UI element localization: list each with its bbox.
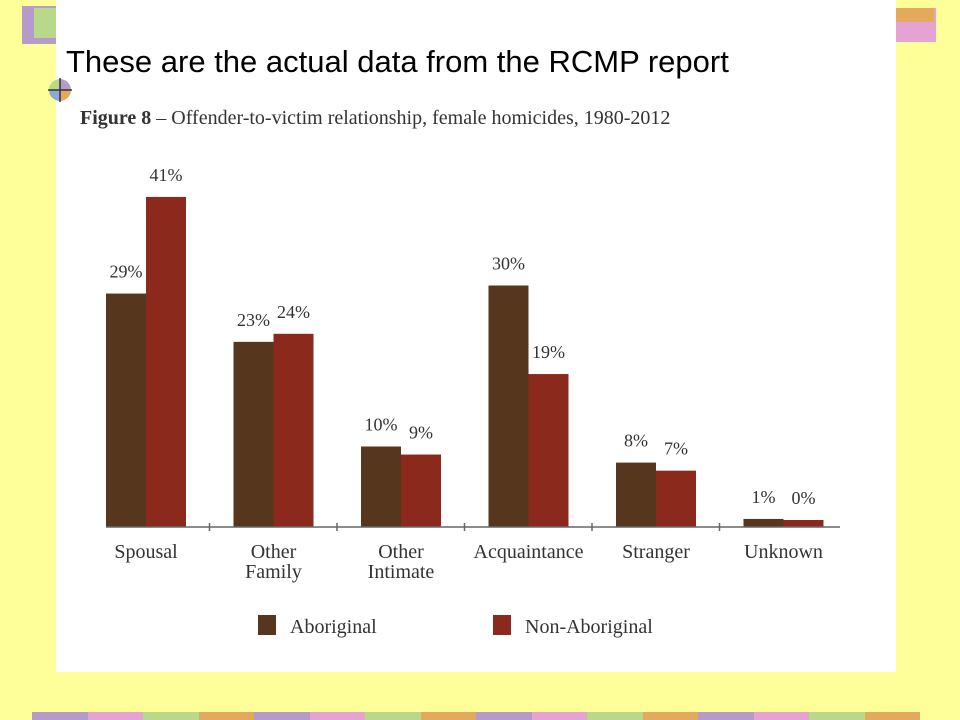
bar-non-aboriginal-1 [273, 333, 314, 527]
value-label-non-aboriginal-0: 41% [150, 165, 183, 185]
slide-title: These are the actual data from the RCMP … [66, 44, 729, 79]
chart-panel [56, 0, 896, 672]
value-label-aboriginal-3: 30% [492, 254, 525, 274]
bars-group [106, 196, 824, 527]
value-label-aboriginal-4: 8% [624, 431, 648, 451]
bar-aboriginal-2 [361, 446, 401, 527]
value-label-aboriginal-1: 23% [237, 310, 270, 330]
deco-bottom-strip [32, 712, 920, 720]
value-label-non-aboriginal-1: 24% [277, 302, 310, 322]
category-label-5: Unknown [744, 541, 823, 563]
category-label-1: Other Family [245, 541, 302, 583]
chart-title: Figure 8 – Offender-to-victim relationsh… [80, 107, 670, 129]
value-label-non-aboriginal-2: 9% [409, 423, 433, 443]
bar-non-aboriginal-4 [656, 470, 696, 527]
bar-aboriginal-0 [106, 293, 146, 527]
bar-aboriginal-4 [616, 462, 656, 527]
value-label-aboriginal-0: 29% [110, 262, 143, 282]
value-label-non-aboriginal-3: 19% [532, 342, 565, 362]
value-label-aboriginal-5: 1% [752, 487, 776, 507]
value-labels-group: 29% 41% 23% 24% 10% 9% 30% 19% 8% 7% 1% 0% [110, 165, 816, 508]
bar-aboriginal-5 [743, 518, 784, 527]
bar-aboriginal-3 [488, 285, 529, 527]
bar-non-aboriginal-5 [783, 520, 824, 527]
category-label-0: Spousal [114, 541, 178, 563]
x-axis-ticks [208, 523, 721, 531]
value-label-aboriginal-2: 10% [365, 415, 398, 435]
bar-non-aboriginal-3 [528, 374, 569, 527]
deco-bar-top-left-inner [34, 8, 56, 38]
bar-aboriginal-1 [233, 341, 274, 527]
chart-title-prefix: Figure 8 [80, 107, 151, 129]
chart-title-text: Offender-to-victim relationship, female … [171, 107, 670, 129]
bar-non-aboriginal-0 [146, 196, 186, 527]
legend-label-non-aboriginal: Non-Aboriginal [525, 616, 653, 638]
category-label-3: Acquaintance [474, 541, 584, 563]
category-label-4: Stranger [622, 541, 690, 563]
legend-swatch-non-aboriginal [493, 615, 511, 635]
x-axis-labels: Spousal Other Family Other Intimate Acquainta… [114, 541, 823, 583]
legend: Aboriginal Non-Aboriginal [258, 615, 653, 638]
value-label-non-aboriginal-4: 7% [664, 439, 688, 459]
compass-icon [48, 78, 72, 102]
category-label-2: Other Intimate [368, 541, 435, 583]
legend-swatch-aboriginal [258, 615, 276, 635]
deco-bar-top-right-inner [896, 8, 934, 22]
legend-label-aboriginal: Aboriginal [290, 616, 377, 638]
bar-non-aboriginal-2 [401, 454, 441, 527]
value-label-non-aboriginal-5: 0% [792, 488, 816, 508]
